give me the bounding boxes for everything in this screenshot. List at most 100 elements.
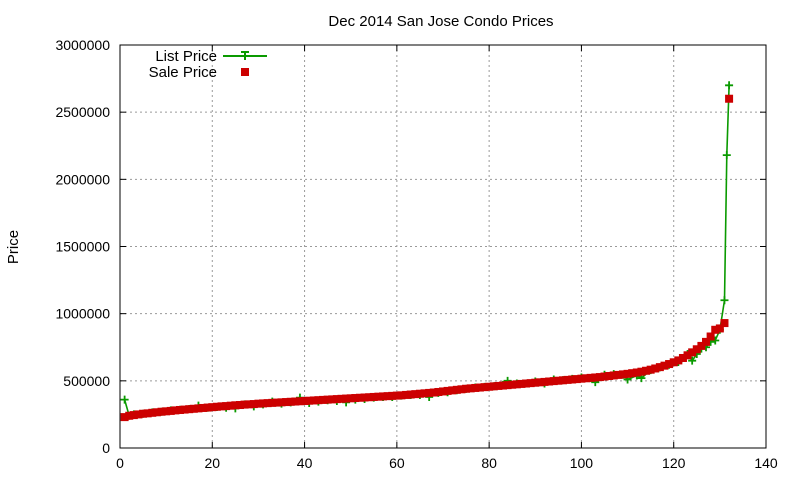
sale-price-point [240, 400, 249, 409]
sale-price-point [628, 369, 637, 378]
sale-price-point [577, 374, 586, 383]
series-sale-price [120, 94, 734, 422]
sale-price-point [715, 324, 724, 333]
sale-price-point [526, 379, 535, 388]
sale-price-point [152, 408, 161, 417]
sale-price-point [277, 398, 286, 407]
sale-price-point [669, 358, 678, 367]
chart-title: Dec 2014 San Jose Condo Prices [328, 13, 553, 30]
list-price-point [720, 296, 729, 305]
axis-ticks: 0 20 40 60 80 100 120 140 0 500000 1000000 1500000 2… [55, 37, 777, 471]
sale-price-point [429, 388, 438, 397]
sale-price-point [166, 406, 175, 415]
sale-price-point [475, 383, 484, 392]
sale-price-point [300, 396, 309, 405]
y-tick-label: 2500000 [55, 104, 110, 120]
sale-price-point [609, 371, 618, 380]
y-tick-label: 1000000 [55, 306, 110, 322]
sale-price-point [180, 405, 189, 414]
sale-price-point [374, 392, 383, 401]
sale-price-point [651, 364, 660, 373]
sale-price-point [512, 380, 521, 389]
sale-price-point [309, 396, 318, 405]
y-tick-label: 2000000 [55, 171, 110, 187]
sale-price-point [351, 394, 360, 403]
sale-price-point [148, 408, 157, 417]
sale-price-point [332, 395, 341, 404]
list-price-point [722, 151, 731, 160]
sale-price-point [595, 373, 604, 382]
sale-price-point [688, 348, 697, 357]
x-tick-label: 40 [297, 455, 313, 471]
sale-price-point [498, 381, 507, 390]
legend: List Price Sale Price [149, 48, 267, 81]
sale-price-point [263, 399, 272, 408]
sale-price-point [383, 392, 392, 401]
sale-price-point [268, 398, 277, 407]
sale-price-point [466, 384, 475, 393]
sale-price-point [618, 370, 627, 379]
list-price-point [688, 356, 697, 365]
list-price-line [123, 85, 730, 417]
sale-price-point [646, 365, 655, 374]
sale-price-point [655, 363, 664, 372]
sale-price-point [125, 411, 134, 420]
y-tick-label: 3000000 [55, 37, 110, 53]
sale-price-point [171, 406, 180, 415]
sale-price-point [563, 375, 572, 384]
sale-price-point [406, 390, 415, 399]
y-tick-label: 500000 [63, 373, 110, 389]
sale-price-point [489, 382, 498, 391]
sale-price-point [226, 401, 235, 410]
sale-price-point [319, 395, 328, 404]
sale-price-point [342, 394, 351, 403]
sale-price-point [369, 392, 378, 401]
sale-price-point [365, 393, 374, 402]
sale-price-point [402, 390, 411, 399]
sale-price-point [379, 392, 388, 401]
sale-price-point [632, 368, 641, 377]
sale-price-point [540, 377, 549, 386]
sale-price-point [623, 369, 632, 378]
sale-price-point [415, 389, 424, 398]
sale-price-point [392, 391, 401, 400]
sale-price-point [522, 379, 531, 388]
sale-price-point [485, 382, 494, 391]
sale-price-point [286, 397, 295, 406]
sale-price-point [480, 383, 489, 392]
sale-price-point [134, 410, 143, 419]
legend-label-sale-price: Sale Price [149, 64, 217, 81]
y-axis-label: Price [5, 230, 22, 264]
sale-price-point [254, 399, 263, 408]
list-price-point [120, 395, 129, 404]
sale-price-point [185, 405, 194, 414]
sale-price-point [572, 375, 581, 384]
sale-price-point [305, 396, 314, 405]
sale-price-point [282, 398, 291, 407]
sale-price-point [605, 371, 614, 380]
sale-price-point [706, 332, 715, 341]
sale-price-point [439, 387, 447, 396]
x-tick-label: 20 [204, 455, 220, 471]
sale-price-point [554, 376, 563, 385]
sale-price-point [199, 403, 208, 412]
sale-price-point [157, 407, 166, 416]
sale-price-point [545, 377, 554, 386]
sale-price-point [129, 411, 138, 420]
sale-price-point [517, 379, 526, 388]
sale-price-point [457, 385, 466, 394]
sale-price-point [249, 400, 258, 409]
sale-price-point [245, 400, 254, 409]
x-tick-label: 80 [481, 455, 497, 471]
sale-price-point [462, 384, 471, 393]
sale-price-point [194, 404, 203, 413]
sale-price-point [568, 375, 577, 384]
sale-price-point [558, 376, 567, 385]
sale-price-point [420, 389, 429, 398]
sale-price-point [328, 395, 337, 404]
sale-price-point [531, 378, 540, 387]
sale-price-point [291, 397, 300, 406]
sale-price-point [203, 403, 212, 412]
sale-price-point [614, 370, 623, 379]
sale-price-point [217, 402, 226, 411]
